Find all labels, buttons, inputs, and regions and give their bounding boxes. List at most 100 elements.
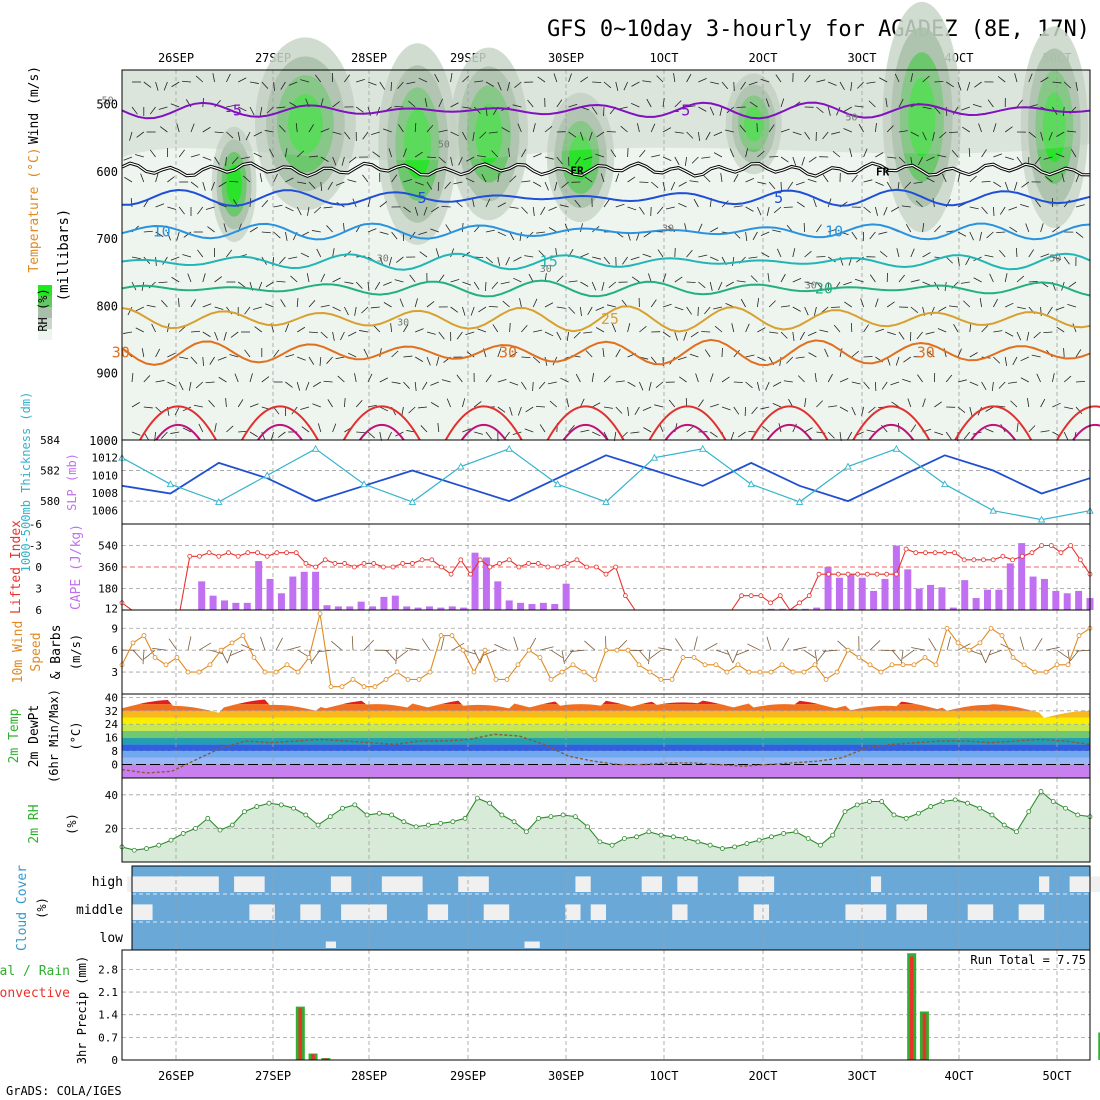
wind-barb [344,306,349,316]
wind-barb [765,98,770,108]
wind-barb [801,156,805,166]
wind-barb [497,406,506,413]
wind-barb [208,400,215,408]
wind-barb [197,249,204,258]
wind-barb [999,206,1006,215]
wind-barb [650,181,659,189]
surface-isotherm-arc [664,424,711,441]
wind-barb [161,300,168,308]
wind-barb [265,281,274,288]
lifted-index-point [1039,543,1044,548]
wind-speed-point [130,640,136,646]
wind-barb [821,306,829,314]
lifted-index-point [835,571,841,577]
wind-barb [497,231,507,237]
wind-barb [414,298,418,308]
cloud-gap [590,904,606,920]
wind-speed-point [295,669,301,675]
wind-barb [1063,375,1072,383]
wind-barb [674,276,683,283]
wind-barb [332,131,342,135]
rh-point [487,800,492,806]
wind-barb [760,231,770,237]
wind-barb [792,131,802,136]
wind-barb [1061,173,1065,183]
wind-barb [843,281,852,286]
wind-barb [932,131,935,141]
isotherm-label: -5 [672,101,690,119]
cape-bar [437,607,445,610]
wind-barb [131,373,134,383]
wind-barb [225,397,227,408]
wind-barb [772,381,782,387]
wind-barb [466,156,475,162]
wind-barb [986,231,994,239]
wind-barb [736,280,746,283]
wind-barb [561,181,569,188]
cape-bar [984,589,992,610]
rh-point [156,842,162,848]
wind-barb [276,280,286,283]
wind-barb [297,181,307,184]
lifted-index-point [351,564,357,570]
slp-point [699,444,707,452]
wind-barb [760,406,770,410]
wind-barb [374,281,381,290]
wind-barb [974,81,982,88]
wind-barb [409,274,416,283]
wind-barb [408,406,416,414]
wind-barb [642,253,652,258]
wind-barb [922,223,925,233]
wind-barb [430,402,440,408]
lifted-index-point [419,557,425,563]
wind-barb [972,103,982,108]
wind-barb [296,150,305,158]
rh-point [266,800,272,806]
wind-barb [367,281,370,291]
rh-key-swatch [38,285,52,296]
wind-barb [603,199,610,208]
wind-barb [485,374,492,383]
rh-point [180,831,186,836]
wind-axis-label: Wind (m/s) [27,66,42,144]
wind-barb [630,256,640,261]
wind-barb [285,148,288,158]
wind-barb [130,197,133,208]
lifted-index-point [622,593,628,599]
cape-bar [870,590,878,610]
cloud-axis-label: Cloud Cover [15,865,30,951]
wind-speed-point [856,655,862,660]
wind-barb [863,381,870,390]
wind-speed-point [284,662,290,668]
wind-speed-point [878,669,884,675]
precip-convective-bar [311,1054,315,1060]
wind-barb [241,156,251,160]
wind-barb [408,100,416,108]
wind-speed-point [548,676,554,682]
wind-barb [436,356,440,366]
cape-bar [961,580,969,610]
rh-point [1063,805,1068,811]
wind-barb [273,406,280,415]
wind-barb [305,381,310,391]
isotherm-line [121,188,1091,207]
lifted-index-point [342,561,348,566]
wind-barb [521,356,531,359]
wind-barb [780,331,788,339]
cape-bar [243,602,251,610]
wind-barb [253,152,262,158]
wind-barb [426,301,435,308]
rh-point [965,800,970,806]
wind-barb [595,306,605,311]
wind-barb [249,106,255,116]
wind-barb [737,431,746,438]
wind-barb [674,331,678,341]
lifted-index-point [603,571,609,577]
lifted-index-point [739,593,744,599]
wind-barb [978,123,982,133]
wind-barb [1034,199,1041,208]
wind-barb [1067,303,1077,308]
wind-barb [1005,156,1014,161]
